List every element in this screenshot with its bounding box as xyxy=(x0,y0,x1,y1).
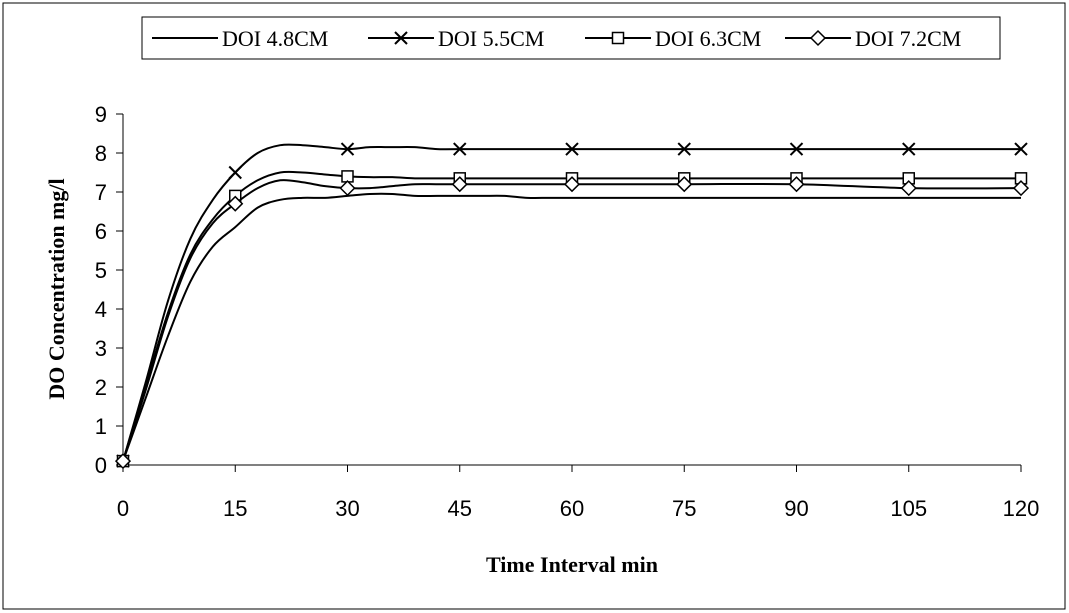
legend-label: DOI 7.2CM xyxy=(855,26,961,51)
y-tick-label: 5 xyxy=(95,258,107,283)
plot-area xyxy=(114,142,1030,470)
x-tick-label: 15 xyxy=(223,496,247,521)
data-point xyxy=(453,142,467,156)
y-tick-label: 9 xyxy=(95,102,107,127)
legend-entry: DOI 5.5CM xyxy=(368,26,544,51)
x-tick-label: 30 xyxy=(335,496,359,521)
legend-entry: DOI 4.8CM xyxy=(152,26,328,51)
legend-label: DOI 4.8CM xyxy=(222,26,328,51)
data-point xyxy=(339,180,356,197)
x-axis-label: Time Interval min xyxy=(486,552,658,577)
x-tick-label: 75 xyxy=(672,496,696,521)
data-point xyxy=(228,165,242,180)
legend-label: DOI 6.3CM xyxy=(655,26,761,51)
x-tick-label: 45 xyxy=(448,496,472,521)
data-point xyxy=(788,176,805,193)
y-ticks: 0 1 2 3 4 5 6 7 8 9 xyxy=(95,102,123,478)
legend-swatch-marker xyxy=(809,29,827,47)
data-point xyxy=(1014,142,1028,156)
legend-entry: DOI 6.3CM xyxy=(585,26,761,51)
x-tick-label: 60 xyxy=(560,496,584,521)
x-tick-label: 90 xyxy=(784,496,808,521)
legend: DOI 4.8CM DOI 5.5CM DOI 6.3CM DOI 7.2CM xyxy=(141,16,1001,60)
series-line xyxy=(122,143,1021,462)
x-tick-label: 105 xyxy=(890,496,927,521)
legend-swatch-marker xyxy=(611,31,625,45)
series-line xyxy=(122,170,1021,462)
data-point xyxy=(565,142,579,156)
legend-swatch-marker xyxy=(394,31,408,45)
data-point xyxy=(900,180,917,197)
data-point xyxy=(340,142,355,156)
series-line xyxy=(122,179,1022,462)
data-point xyxy=(451,176,468,193)
series-1 xyxy=(122,192,1021,462)
data-point xyxy=(676,176,693,193)
y-tick-label: 2 xyxy=(95,375,107,400)
legend-label: DOI 5.5CM xyxy=(438,26,544,51)
series-line xyxy=(122,192,1021,462)
x-tick-label: 120 xyxy=(1003,496,1040,521)
y-tick-label: 0 xyxy=(95,453,107,478)
y-axis-label: DO Concentration mg/l xyxy=(44,178,69,399)
x-tick-label: 0 xyxy=(117,496,129,521)
y-tick-label: 1 xyxy=(95,414,107,439)
data-point xyxy=(227,195,244,212)
data-point xyxy=(677,142,691,156)
y-tick-label: 4 xyxy=(95,297,107,322)
data-point xyxy=(789,142,804,156)
legend-box xyxy=(141,16,1001,60)
data-point xyxy=(563,176,581,193)
data-point xyxy=(902,142,916,156)
data-point xyxy=(1012,180,1030,197)
series-4 xyxy=(114,176,1030,470)
x-ticks: 0 15 30 45 60 75 90 105 120 xyxy=(117,465,1039,521)
y-tick-label: 6 xyxy=(95,219,107,244)
y-tick-label: 8 xyxy=(95,141,107,166)
y-tick-label: 7 xyxy=(95,180,107,205)
y-tick-label: 3 xyxy=(95,336,107,361)
data-point xyxy=(114,453,132,470)
legend-entry: DOI 7.2CM xyxy=(785,26,961,51)
